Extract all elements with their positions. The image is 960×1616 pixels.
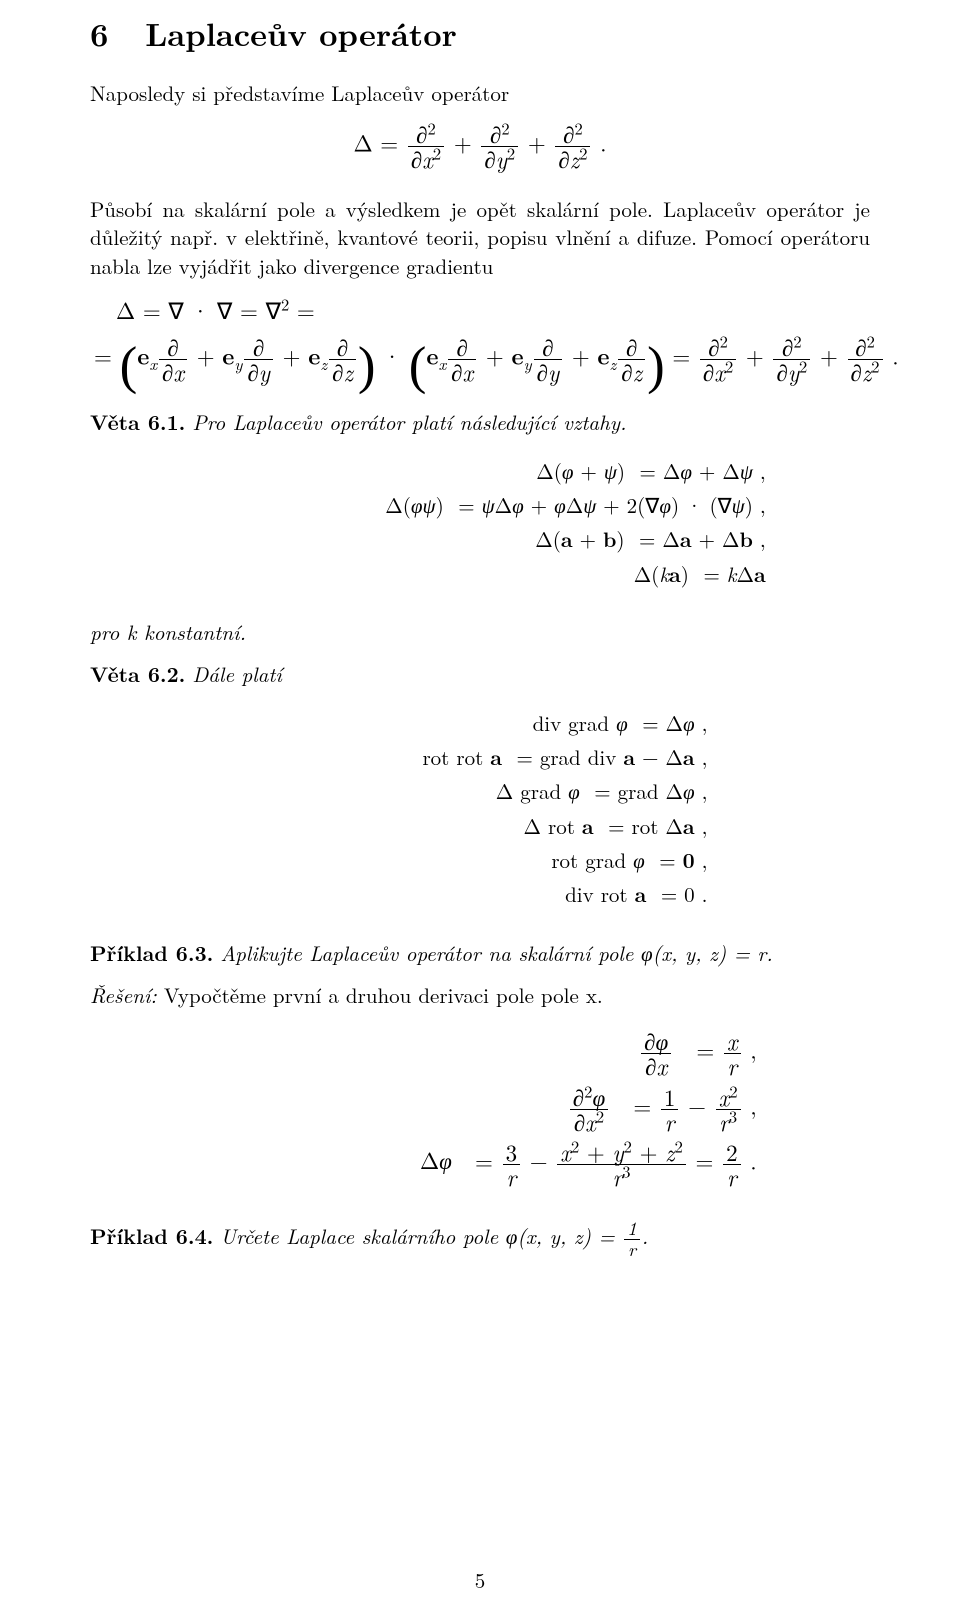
example-6-4-label: Příklad 6.4. [90,1221,213,1251]
theorem-6-1-label: Věta 6.1. [90,407,185,437]
theorem-6-1: Věta 6.1. Pro Laplaceův operátor platí n… [90,408,870,436]
section-title: Laplaceův operátor [145,11,457,56]
theorem-6-2-equations: div grad φ = Δφ , rot rot a = grad div a… [90,703,870,915]
theorem-6-2: Věta 6.2. Dále platí [90,660,870,688]
section-number: 6 [90,11,108,56]
example-6-3-solution: Řešení: Vypočtěme první a druhou derivac… [90,981,870,1009]
page-number: 5 [0,1566,960,1594]
theorem-6-1-text: Pro Laplaceův operátor platí následující… [192,407,626,437]
theorem-6-1-equations: Δ(φ + ψ) = Δφ + Δψ , Δ(φψ) = ψΔφ + φΔψ +… [90,451,870,594]
example-6-4: Příklad 6.4. Určete Laplace skalárního p… [90,1219,870,1260]
example-6-3-label: Příklad 6.3. [90,938,213,968]
example-6-3-equations: ∂φ∂x = xr , ∂2φ∂x2 = 1r − x2r3 , Δφ = 3r… [90,1023,870,1195]
solution-text: Vypočtěme první a druhou derivaci pole p… [164,980,603,1010]
intro-paragraph-2: Působí na skalární pole a výsledkem je o… [90,195,870,280]
equation-nabla-square: Δ = ∇ · ∇ = ∇2 = = (ex∂∂x + ey∂∂y + ez∂∂… [94,294,870,384]
equation-laplace-def: Δ = ∂2∂x2 + ∂2∂y2 + ∂2∂z2 . [90,122,870,171]
theorem-6-2-label: Věta 6.2. [90,659,185,689]
intro-paragraph-1: Naposledy si představíme Laplaceův operá… [90,79,870,107]
example-6-4-text: Určete Laplace skalárního pole φ(x, y, z… [220,1221,648,1251]
solution-label: Řešení: [90,980,157,1010]
example-6-3: Příklad 6.3. Aplikujte Laplaceův operáto… [90,939,870,967]
section-heading: 6 Laplaceův operátor [90,12,870,55]
theorem-6-2-text: Dále platí [192,659,281,689]
example-6-3-text: Aplikujte Laplaceův operátor na skalární… [220,938,772,968]
theorem-6-1-after: pro k konstantní. [90,618,870,646]
